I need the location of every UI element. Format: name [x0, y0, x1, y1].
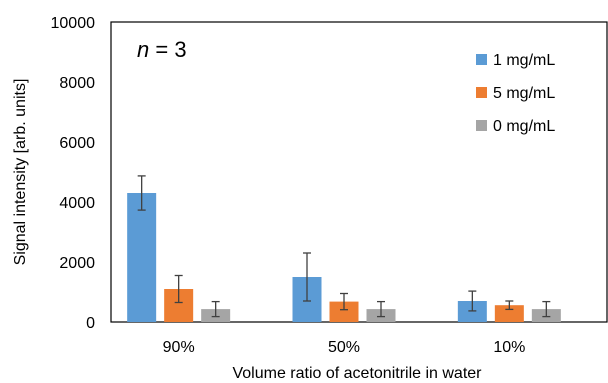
error-bar: [137, 175, 146, 211]
y-axis-title: Signal intensity [arb. units]: [12, 79, 29, 266]
x-tick-label: 10%: [493, 339, 525, 356]
error-bars-group: [137, 175, 551, 318]
y-tick-label: 4000: [59, 195, 95, 212]
sample-size-relation: = 3: [149, 37, 186, 62]
error-bar: [174, 274, 183, 304]
legend-swatch: [476, 54, 487, 65]
y-tick-label: 6000: [59, 135, 95, 152]
legend-label: 0 mg/mL: [493, 118, 555, 135]
bar: [329, 301, 359, 322]
legend-swatch: [476, 120, 487, 131]
legend-swatch: [476, 87, 487, 98]
legend-label: 5 mg/mL: [493, 85, 555, 102]
error-bar: [542, 300, 551, 318]
y-tick-label: 10000: [51, 15, 96, 32]
x-tick-label: 90%: [163, 339, 195, 356]
error-bar: [303, 252, 311, 302]
bar: [494, 305, 524, 322]
plot-border: [110, 21, 608, 323]
error-bar: [505, 300, 514, 311]
error-bar: [340, 292, 348, 311]
y-tick-label: 8000: [59, 75, 95, 92]
tick-labels-group: 0 2000 4000 6000 8000 10000 90% 50% 10%: [51, 15, 526, 356]
sample-size-note: n = 3: [137, 37, 187, 62]
plot-frame: [110, 21, 608, 323]
sample-size-variable: n: [137, 37, 149, 62]
y-tick-label: 0: [86, 315, 95, 332]
x-axis-title: Volume ratio of acetonitrile in water: [232, 365, 482, 382]
error-bar: [211, 300, 220, 318]
x-tick-label: 50%: [328, 339, 360, 356]
error-bar: [377, 300, 385, 318]
legend-label: 1 mg/mL: [493, 52, 555, 69]
error-bar: [468, 290, 477, 312]
legend: 1 mg/mL 5 mg/mL 0 mg/mL: [476, 52, 555, 135]
y-tick-label: 2000: [59, 255, 95, 272]
bar: [127, 193, 157, 322]
